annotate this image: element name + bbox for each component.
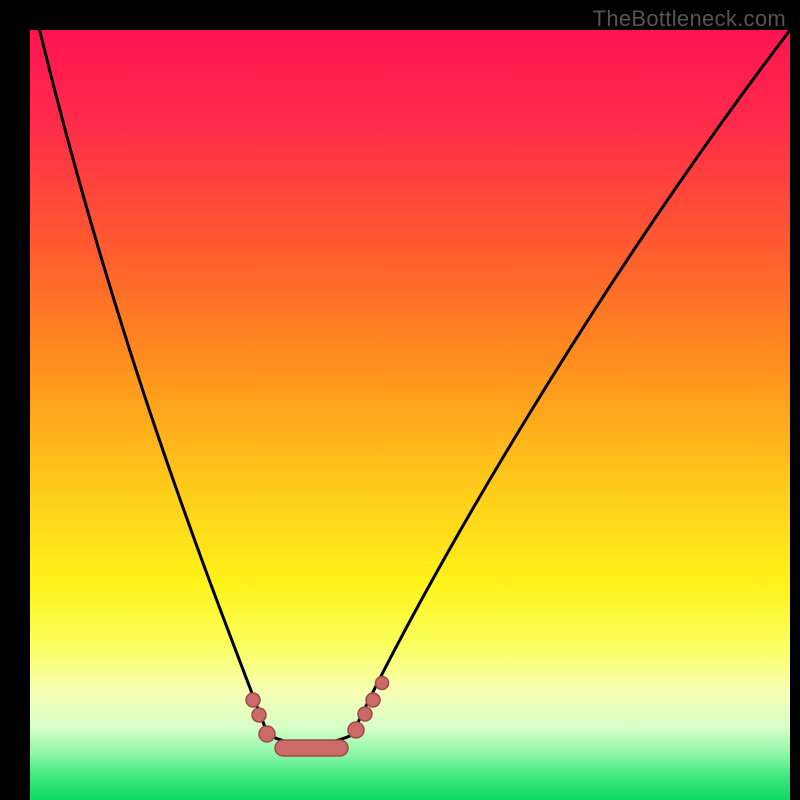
- bottleneck-curve: [30, 0, 268, 735]
- marker-left: [246, 693, 260, 707]
- marker-right: [358, 707, 372, 721]
- marker-right: [348, 722, 364, 738]
- marker-left: [259, 726, 275, 742]
- marker-left: [252, 708, 266, 722]
- watermark-text: TheBottleneck.com: [593, 6, 786, 32]
- chart-svg: [0, 0, 800, 800]
- marker-right: [376, 677, 389, 690]
- marker-sausage: [275, 740, 348, 756]
- marker-right: [366, 693, 380, 707]
- bottleneck-curve: [352, 30, 790, 735]
